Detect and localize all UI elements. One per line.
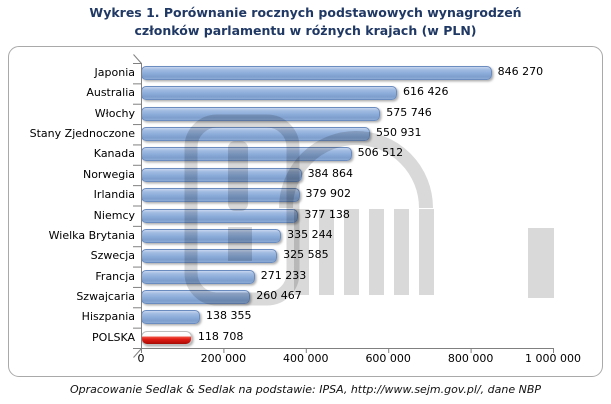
bar [141, 269, 255, 284]
category-label: Stany Zjednoczone [29, 127, 135, 141]
bar [141, 188, 300, 203]
bar [141, 167, 302, 182]
bar [141, 310, 200, 325]
bar-row: Włochy 575 746 [9, 104, 602, 124]
bar [141, 249, 278, 264]
x-tick-label: 400 000 [283, 352, 329, 365]
value-label: 550 931 [375, 126, 422, 140]
bar [141, 86, 397, 101]
bar [141, 289, 251, 304]
value-label: 384 864 [307, 166, 354, 180]
bar-row: Irlandia 379 902 [9, 185, 602, 205]
source-note: Opracowanie Sedlak & Sedlak na podstawie… [69, 383, 542, 396]
bar-row: Niemcy 377 138 [9, 206, 602, 226]
x-tick-label: 200 000 [200, 352, 247, 365]
value-label: 846 270 [497, 65, 544, 78]
value-label: 260 467 [256, 288, 302, 302]
chart-frame: Japonia 846 270 Australia 616 426 Włochy 575 … [8, 46, 603, 377]
value-label: 379 902 [305, 187, 352, 201]
bar [141, 127, 370, 142]
bar-row: Japonia 846 270 [9, 63, 602, 83]
value-label: 118 708 [197, 329, 244, 343]
category-label: Japonia [94, 66, 135, 79]
bar [141, 147, 352, 162]
value-label: 506 512 [357, 146, 404, 160]
value-label: 271 233 [260, 268, 307, 282]
category-label: Szwajcaria [76, 289, 135, 303]
bar-row: Szwecja 325 585 [9, 246, 602, 266]
chart-title-line2: członków parlamentu w różnych krajach (w… [134, 23, 477, 38]
category-label: Australia [86, 86, 135, 100]
chart-title: Wykres 1. Porównanie rocznych podstawowy… [0, 4, 611, 40]
bar-row: Norwegia 384 864 [9, 165, 602, 185]
bar-row: Hiszpania 138 355 [9, 307, 602, 327]
chart-title-line1: Wykres 1. Porównanie rocznych podstawowy… [89, 5, 522, 20]
category-label: Norwegia [82, 167, 135, 181]
category-label: POLSKA [92, 330, 135, 344]
category-label: Szwecja [90, 249, 135, 263]
bar [141, 66, 492, 80]
category-label: Niemcy [93, 208, 135, 222]
bar-highlight [141, 330, 192, 345]
bar-row: Australia 616 426 [9, 83, 602, 103]
x-tick-label: 1 000 000 [525, 352, 581, 365]
value-label: 138 355 [206, 309, 252, 323]
value-label: 325 585 [283, 248, 329, 262]
value-label: 616 426 [402, 85, 449, 99]
bar-row: Kanada 506 512 [9, 144, 602, 164]
bar-row: Szwajcaria 260 467 [9, 287, 602, 307]
category-label: Włochy [94, 106, 135, 120]
category-label: Francja [95, 269, 135, 283]
x-tick-label: 0 [137, 352, 145, 365]
bar-row: POLSKA 118 708 [9, 328, 602, 348]
value-label: 377 138 [304, 207, 350, 221]
bar-row: Stany Zjednoczone 550 931 [9, 124, 602, 144]
bar-row: Wielka Brytania 335 244 [9, 226, 602, 246]
bar [141, 106, 381, 121]
bar-row: Francja 271 233 [9, 267, 602, 287]
bar [141, 228, 282, 243]
category-label: Irlandia [93, 188, 135, 202]
value-label: 335 244 [287, 227, 333, 241]
category-label: Wielka Brytania [48, 228, 135, 242]
x-tick-label: 800 000 [447, 352, 494, 365]
x-tick-label: 600 000 [365, 352, 411, 365]
category-label: Kanada [93, 147, 135, 161]
value-label: 575 746 [386, 105, 432, 119]
category-label: Hiszpania [81, 310, 135, 324]
bar [141, 208, 299, 223]
